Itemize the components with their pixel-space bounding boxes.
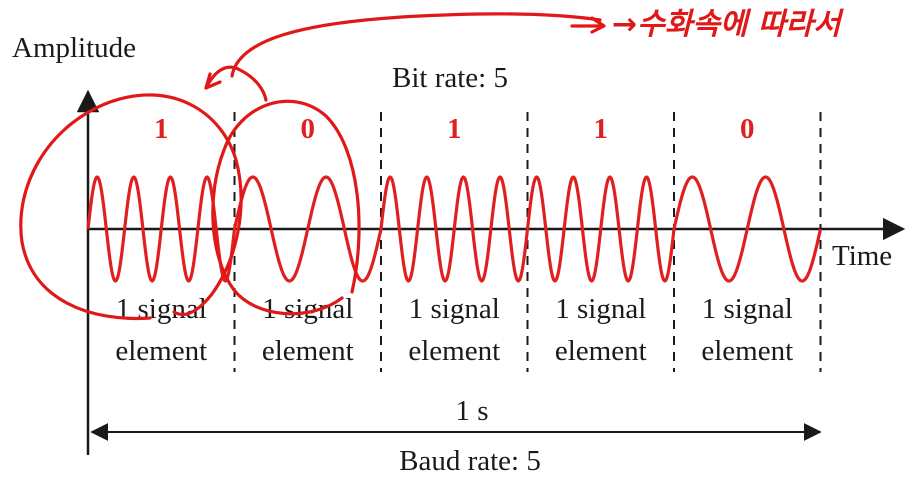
signal-element-labels: 1 signal element 1 signal element 1 signal el… — [99, 290, 810, 367]
signal-element-line2: element — [701, 335, 793, 367]
signal-element-line1: 1 signal — [555, 293, 646, 325]
modulated-signal-wave — [86, 175, 823, 283]
duration-label: 1 s — [455, 395, 488, 427]
annotation-arrow — [570, 16, 606, 34]
x-axis-label: Time — [832, 240, 892, 272]
annotation-leader — [230, 12, 602, 78]
element-label-backdrop — [245, 290, 370, 324]
bit-labels: 1 0 1 1 0 — [154, 113, 755, 145]
element-label-backdrop — [538, 290, 663, 324]
handwritten-annotation — [19, 12, 606, 321]
handwriting-text: →수화속에 따라서 — [612, 7, 844, 42]
signal-element-line2: element — [555, 335, 647, 367]
y-axis-label: Amplitude — [12, 32, 136, 64]
signal-element-line1: 1 signal — [702, 293, 793, 325]
curved-arrow-head — [204, 72, 222, 90]
curved-arrow-stroke — [204, 65, 268, 102]
bit-label: 0 — [740, 113, 755, 145]
element-label-backdrop — [392, 290, 517, 324]
signal-element-line1: 1 signal — [116, 293, 207, 325]
signal-element-line2: element — [408, 335, 500, 367]
bit-label: 0 — [301, 113, 316, 145]
bit-label: 1 — [594, 113, 609, 145]
circle-segment-2 — [211, 99, 361, 316]
signal-element-line1: 1 signal — [409, 293, 500, 325]
bit-rate-label: Bit rate: 5 — [392, 62, 508, 94]
signal-element-line1: 1 signal — [262, 293, 353, 325]
signal-element-line2: element — [115, 335, 207, 367]
bit-label: 1 — [447, 113, 462, 145]
circle-segment-1 — [19, 93, 243, 321]
bit-label: 1 — [154, 113, 169, 145]
element-label-backdrop — [685, 290, 810, 324]
baud-rate-label: Baud rate: 5 — [399, 445, 541, 477]
signal-element-line2: element — [262, 335, 354, 367]
